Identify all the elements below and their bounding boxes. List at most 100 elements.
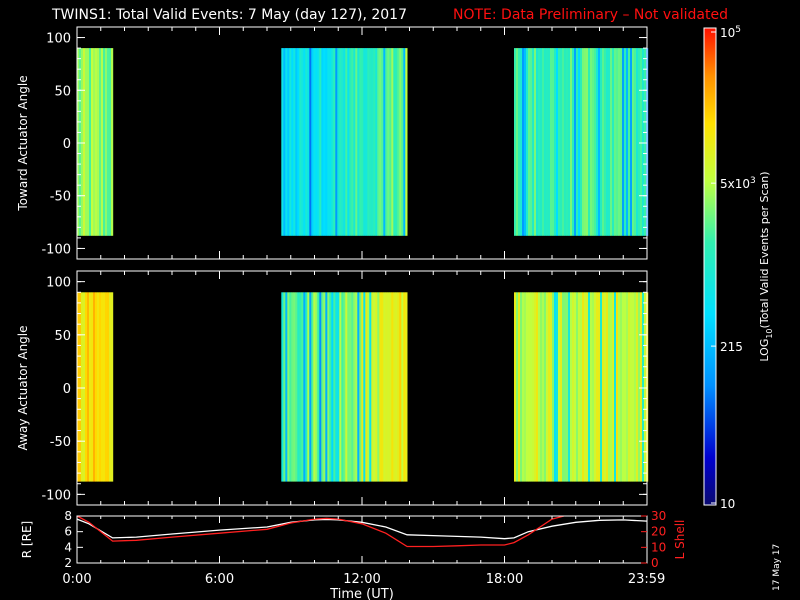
- heatmap-column: [620, 292, 623, 482]
- heatmap-column: [95, 292, 98, 482]
- heatmap-column: [546, 292, 549, 482]
- heatmap-column: [335, 292, 338, 482]
- orbit-line-plot: [76, 515, 648, 548]
- heatmap-column: [337, 48, 340, 236]
- heatmap-column: [287, 48, 290, 236]
- heatmap-column: [295, 292, 298, 482]
- heatmap-column: [632, 292, 635, 482]
- heatmap-column: [552, 292, 555, 482]
- heatmap-column: [528, 48, 531, 236]
- heatmap-column: [610, 48, 613, 236]
- heatmap-column: [614, 292, 617, 482]
- heatmap-column: [367, 48, 370, 236]
- heatmap-column: [359, 48, 362, 236]
- heatmap-column: [530, 292, 533, 482]
- heatmap-column: [397, 292, 400, 482]
- heatmap-column: [632, 48, 635, 236]
- away-heatmap: [77, 271, 649, 505]
- heatmap-column: [644, 292, 647, 482]
- chart-title: TWINS1: Total Valid Events: 7 May (day 1…: [52, 7, 407, 23]
- heatmap-column: [323, 48, 326, 236]
- heatmap-column: [634, 48, 637, 236]
- heatmap-column: [321, 48, 324, 236]
- heatmap-column: [101, 292, 104, 482]
- heatmap-column: [630, 48, 633, 236]
- heatmap-column: [343, 292, 346, 482]
- heatmap-column: [584, 48, 587, 236]
- heatmap-column: [313, 48, 316, 236]
- heatmap-column: [345, 48, 348, 236]
- orbit-frame: [76, 515, 648, 564]
- heatmap-column: [91, 48, 94, 236]
- heatmap-column: [614, 48, 617, 236]
- heatmap-column: [377, 48, 380, 236]
- heatmap-column: [335, 48, 338, 236]
- heatmap-column: [582, 292, 585, 482]
- heatmap-column: [387, 292, 390, 482]
- heatmap-column: [642, 292, 645, 482]
- heatmap-column: [598, 48, 601, 236]
- colorbar-tick-label: 5x103: [720, 176, 756, 191]
- heatmap-column: [550, 48, 553, 236]
- heatmap-column: [584, 292, 587, 482]
- colorbar-gradient: [704, 28, 716, 505]
- heatmap-column: [520, 48, 523, 236]
- heatmap-column: [522, 48, 525, 236]
- heatmap-column: [538, 48, 541, 236]
- heatmap-column: [291, 48, 294, 236]
- heatmap-column: [558, 48, 561, 236]
- heatmap-column: [103, 292, 106, 482]
- heatmap-column: [644, 48, 647, 236]
- heatmap-column: [373, 48, 376, 236]
- heatmap-column: [588, 48, 591, 236]
- heatmap-column: [353, 48, 356, 236]
- heatmap-column: [317, 48, 320, 236]
- heatmap-column: [528, 292, 531, 482]
- heatmap-column: [604, 48, 607, 236]
- heatmap-column: [329, 292, 332, 482]
- heatmap-column: [77, 292, 80, 482]
- heatmap-column: [309, 48, 312, 236]
- heatmap-column: [590, 48, 593, 236]
- heatmap-column: [283, 48, 286, 236]
- heatmap-column: [107, 292, 110, 482]
- heatmap-column: [303, 292, 306, 482]
- heatmap-column: [317, 292, 320, 482]
- heatmap-column: [622, 292, 625, 482]
- heatmap-column: [582, 48, 585, 236]
- heatmap-column: [89, 48, 92, 236]
- heatmap-column: [616, 48, 619, 236]
- heatmap-column: [618, 48, 621, 236]
- heatmap-column: [383, 292, 386, 482]
- colorbar-tick-label: 215: [720, 340, 743, 354]
- heatmap-column: [574, 292, 577, 482]
- heatmap-column: [343, 48, 346, 236]
- heatmap-column: [329, 48, 332, 236]
- time-tick-label: 12:00: [343, 572, 380, 587]
- heatmap-column: [562, 292, 565, 482]
- coverage-segment: [281, 48, 408, 236]
- heatmap-column: [395, 48, 398, 236]
- heatmap-column: [357, 48, 360, 236]
- heatmap-column: [586, 48, 589, 236]
- heatmap-column: [405, 48, 408, 236]
- heatmap-column: [97, 48, 100, 236]
- heatmap-column: [606, 292, 609, 482]
- heatmap-column: [305, 292, 308, 482]
- heatmap-column: [109, 48, 112, 236]
- preliminary-note: NOTE: Data Preliminary – Not validated: [453, 7, 728, 23]
- heatmap-column: [588, 292, 591, 482]
- heatmap-column: [534, 48, 537, 236]
- heatmap-column: [558, 292, 561, 482]
- lshell-tick-label: 0: [651, 556, 659, 570]
- heatmap-column: [295, 48, 298, 236]
- heatmap-column: [600, 48, 603, 236]
- heatmap-column: [355, 292, 358, 482]
- heatmap-column: [323, 292, 326, 482]
- heatmap-column: [401, 48, 404, 236]
- heatmap-column: [576, 292, 579, 482]
- heatmap-column: [554, 48, 557, 236]
- heatmap-column: [522, 292, 525, 482]
- heatmap-column: [592, 292, 595, 482]
